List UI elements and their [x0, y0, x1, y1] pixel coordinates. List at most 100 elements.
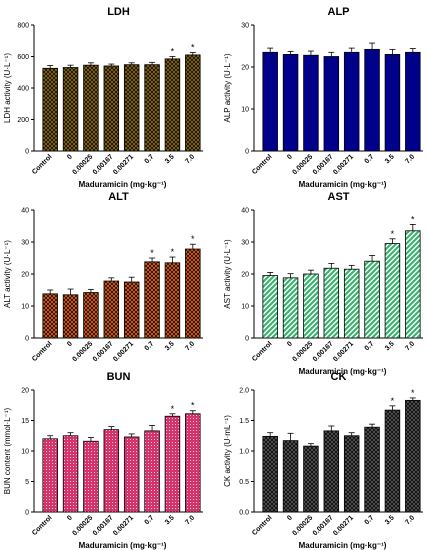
y-tick-label: 15 [21, 418, 29, 425]
x-tick-label: Control [251, 514, 274, 537]
x-tick-label: 0.00025 [72, 340, 95, 363]
bar [323, 430, 340, 513]
x-tick-label: 0.00167 [312, 153, 335, 176]
bar [123, 281, 140, 339]
y-tick-label: 10 [21, 304, 29, 311]
y-tick-label: 1.5 [239, 418, 249, 425]
bar [384, 243, 401, 339]
x-tick-label: Control [31, 514, 54, 537]
chart-title: ALP [328, 6, 350, 18]
bar [123, 64, 140, 152]
x-tick-label: Control [251, 153, 274, 176]
bar [83, 440, 99, 513]
x-axis-label: Maduramicin (mg·kg⁻¹) [79, 180, 167, 189]
x-tick-label: Control [31, 153, 54, 176]
x-tick-label: 0.00025 [292, 153, 315, 176]
significance-marker: * [191, 401, 195, 411]
significance-marker: * [391, 396, 395, 406]
x-tick-label: 7.0 [184, 514, 196, 526]
y-tick-label: 20 [21, 272, 29, 279]
y-axis-label: ALT activity (U·L⁻¹) [3, 240, 12, 308]
x-tick-label: 0.00271 [112, 340, 135, 363]
bar [303, 54, 319, 152]
y-tick-label: 20 [241, 65, 249, 72]
bar [164, 262, 181, 339]
y-tick-label: 400 [17, 86, 29, 93]
x-tick-label: 3.5 [164, 153, 176, 165]
y-tick-label: 0 [25, 149, 29, 156]
bar [303, 273, 319, 339]
x-tick-label: 0 [286, 514, 294, 522]
y-tick-label: 0 [245, 336, 249, 343]
bar [343, 51, 360, 152]
x-tick-label: 0 [66, 340, 74, 348]
bar [323, 267, 340, 339]
x-tick-label: 0.00025 [72, 153, 95, 176]
x-tick-label: 3.5 [384, 153, 396, 165]
x-tick-label: Control [251, 340, 274, 363]
x-tick-label: 7.0 [404, 340, 416, 352]
x-tick-label: 0.7 [364, 340, 376, 352]
x-tick-label: 0 [66, 514, 74, 522]
x-tick-label: 7.0 [184, 340, 196, 352]
bar [405, 230, 421, 339]
x-tick-label: 0 [286, 340, 294, 348]
x-tick-label: 7.0 [184, 153, 196, 165]
y-tick-label: 0 [25, 510, 29, 517]
chart-title: BUN [107, 371, 131, 383]
y-tick-label: 0.0 [239, 510, 249, 517]
bar [62, 67, 79, 152]
significance-marker: * [150, 248, 154, 258]
bar [343, 435, 360, 513]
bar [364, 48, 380, 152]
bar [164, 58, 181, 152]
significance-marker: * [411, 214, 415, 224]
bar [343, 268, 360, 339]
x-tick-label: 0.00025 [292, 340, 315, 363]
x-axis-label: Maduramicin (mg·kg⁻¹) [299, 180, 387, 189]
x-tick-label: 7.0 [404, 153, 416, 165]
x-tick-label: 0.00167 [92, 153, 115, 176]
y-tick-label: 0 [25, 336, 29, 343]
y-tick-label: 10 [241, 107, 249, 114]
x-tick-label: 0.00167 [312, 514, 335, 537]
bar [62, 435, 79, 513]
bar [123, 436, 140, 513]
x-tick-label: 3.5 [384, 340, 396, 352]
y-tick-label: 30 [21, 240, 29, 247]
x-tick-label: 3.5 [164, 340, 176, 352]
bar [103, 429, 120, 513]
bar [323, 56, 340, 152]
bar [384, 409, 401, 513]
x-tick-label: 0.00271 [112, 514, 135, 537]
chart-panel-ldh: LDH 0 200 400 600 800 LDH activity (U·L⁻¹) Cont… [3, 6, 203, 189]
y-tick-label: 0 [245, 149, 249, 156]
x-tick-label: 0.7 [144, 340, 156, 352]
bar [303, 445, 319, 513]
y-tick-label: 40 [241, 208, 249, 215]
significance-marker: * [191, 43, 195, 53]
significance-marker: * [391, 229, 395, 239]
x-tick-label: 0.00271 [112, 153, 135, 176]
bar [185, 248, 201, 339]
x-tick-label: 0.00167 [92, 514, 115, 537]
bar [384, 54, 401, 152]
bar [144, 64, 160, 152]
x-tick-label: 0.00271 [332, 153, 355, 176]
chart-title: AST [328, 191, 350, 203]
chart-title: LDH [107, 6, 130, 18]
y-tick-label: 10 [21, 449, 29, 456]
bar [364, 260, 380, 339]
x-tick-label: 0.00167 [312, 340, 335, 363]
y-axis-label: ALP activity (U·L⁻¹) [223, 53, 232, 122]
x-tick-label: 0.7 [364, 153, 376, 165]
x-tick-label: 0.7 [144, 153, 156, 165]
y-axis-label: BUN content (mmol·L⁻¹) [3, 407, 12, 494]
x-tick-label: 0.00025 [72, 514, 95, 537]
bar [144, 430, 160, 513]
chart-title: ALT [108, 191, 129, 203]
significance-marker: * [171, 47, 175, 57]
